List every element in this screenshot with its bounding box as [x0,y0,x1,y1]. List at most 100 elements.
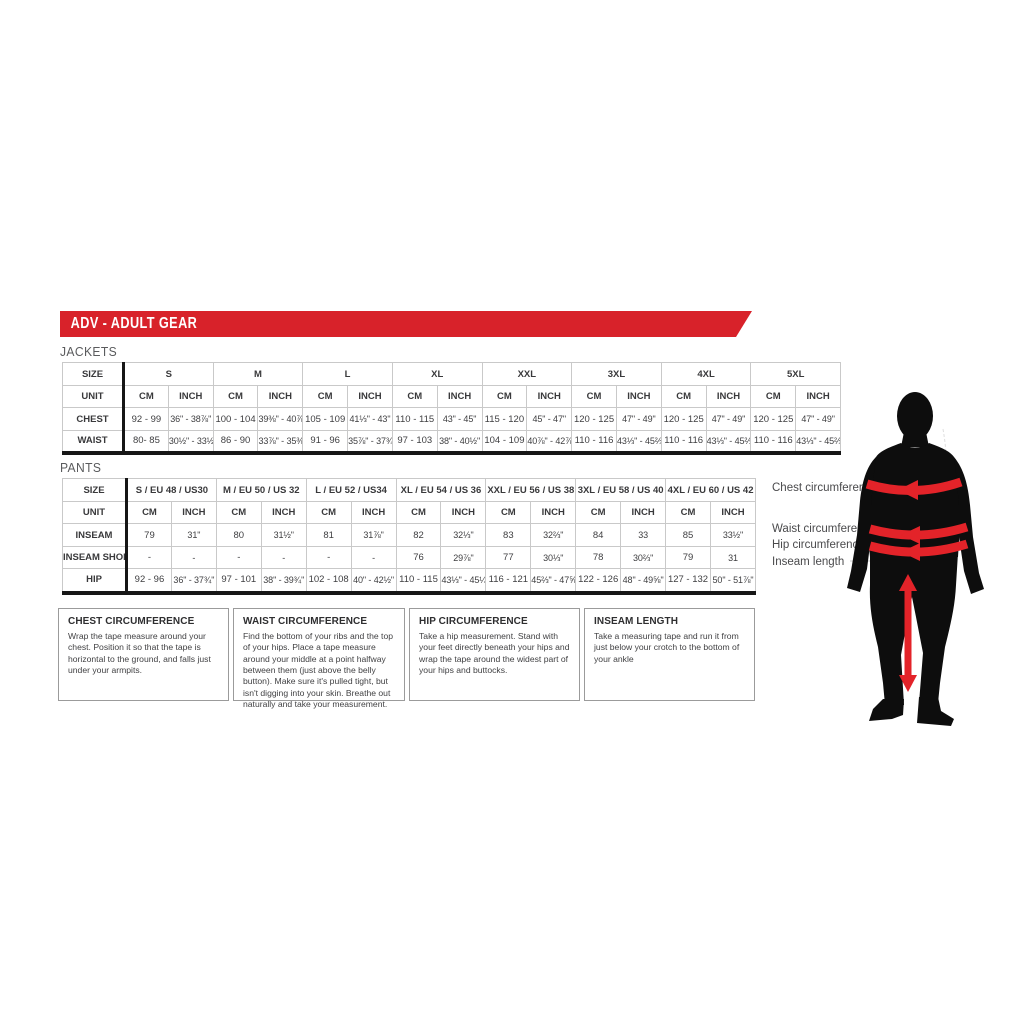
pants-cm-value: 82 [395,523,442,547]
jackets-inch-value: 47" - 49" [615,407,662,431]
hip-band-arrowhead [901,543,920,561]
jackets-inch-header: INCH [705,385,752,408]
pants-inch-value: 32⅔" [530,523,577,547]
pants-corner-size-label: SIZE [62,478,128,502]
pants-cm-header: CM [126,501,172,524]
jackets-size-header: XXL [481,362,573,386]
jackets-inch-value: 45" - 47" [526,407,573,431]
info-box-body: Take a hip measurement. Stand with your … [419,631,570,676]
pants-cm-value: 81 [305,523,352,547]
info-box-body: Find the bottom of your ribs and the top… [243,631,394,710]
jackets-inch-value: 43⅓" - 45⅔" [615,430,662,453]
measurement-figure: Chest circumference Waist circumference … [772,392,984,726]
section-banner: ADV - ADULT GEAR [60,311,752,337]
pants-size-table: SIZE S / EU 48 / US30 M / EU 50 / US 32 L /… [62,478,757,595]
pants-cm-value: 79 [126,523,172,547]
pants-row-label: INSEAM SHORT [62,546,128,569]
jackets-cm-header: CM [391,385,438,408]
inseam-arrowhead-top [899,574,917,591]
body-silhouette [847,392,984,726]
info-box-inseam-length: INSEAM LENGTH Take a measuring tape and … [584,608,755,701]
pants-inch-value: 31⅞" [350,523,397,547]
jackets-inch-value: 38" - 40½" [436,430,483,453]
jackets-size-table: SIZE S M L XL XXL 3XL 4XL 5XL UNIT CM INCH CM INCH CM I… [62,362,841,455]
jackets-inch-value: 30½" - 33½" [167,430,214,453]
info-box-title: INSEAM LENGTH [594,616,679,627]
pants-cm-header: CM [305,501,352,524]
pants-row-label: INSEAM [62,523,128,547]
pants-inch-header: INCH [440,501,487,524]
pants-cm-header: CM [575,501,622,524]
pants-unit-label: UNIT [62,501,128,524]
chest-circumference-label: Chest circumference [772,482,877,494]
jackets-inch-value: 39⅜" - 40⅞" [257,407,304,431]
pants-row-label: HIP [62,568,128,593]
pants-cm-header: CM [395,501,442,524]
jackets-cm-header: CM [571,385,617,408]
pants-cm-value: 79 [665,546,711,569]
silhouette-legs [869,553,958,705]
jackets-inch-value: 43" - 45" [436,407,483,431]
silhouette-torso [867,443,960,557]
pants-size-header: XXL / EU 56 / US 38 [485,478,577,502]
jackets-inch-header: INCH [347,385,393,408]
jackets-inch-value: 43⅓" - 45⅔" [795,430,841,453]
pants-inch-value: 36" - 37¾" [170,568,217,593]
jackets-inch-value: 40⅞" - 42⅞" [526,430,573,453]
jackets-size-header: 4XL [660,362,752,386]
jackets-cm-value: 110 - 116 [571,430,617,453]
jackets-cm-value: 120 - 125 [750,407,797,431]
jackets-cm-value: 91 - 96 [302,430,349,453]
jackets-inch-header: INCH [167,385,214,408]
jackets-size-header: M [212,362,304,386]
jackets-cm-value: 110 - 116 [660,430,707,453]
jackets-cm-value: 104 - 109 [481,430,528,453]
jackets-size-header: 3XL [571,362,662,386]
info-box-body: Wrap the tape measure around your chest.… [68,631,211,676]
pants-cm-value: 76 [395,546,442,569]
jackets-cm-header: CM [302,385,349,408]
jackets-size-header: L [302,362,393,386]
pants-size-header: M / EU 50 / US 32 [215,478,307,502]
info-box-title: WAIST CIRCUMFERENCE [243,616,368,627]
inseam-arrowhead-bottom [899,675,917,692]
info-box-title: HIP CIRCUMFERENCE [419,616,528,627]
jackets-cm-value: 110 - 115 [391,407,438,431]
pants-size-header: S / EU 48 / US30 [126,478,217,502]
jackets-cm-header: CM [123,385,169,408]
pants-inch-value: 38" - 39¾" [260,568,307,593]
jackets-inch-value: 35⅞" - 37¾" [347,430,393,453]
jackets-inch-value: 41⅓" - 43" [347,407,393,431]
pants-cm-value: 97 - 101 [215,568,262,593]
jackets-cm-header: CM [660,385,707,408]
jackets-cm-value: 86 - 90 [212,430,259,453]
jackets-cm-value: 120 - 125 [660,407,707,431]
jackets-cm-value: 115 - 120 [481,407,528,431]
jackets-inch-value: 43⅓" - 45⅔" [705,430,752,453]
pants-inch-header: INCH [530,501,577,524]
jackets-size-header: S [123,362,214,386]
inseam-length-label: Inseam length [772,556,844,568]
jackets-cm-value: 120 - 125 [571,407,617,431]
jackets-cm-value: 97 - 103 [391,430,438,453]
jackets-cm-header: CM [481,385,528,408]
pants-inch-header: INCH [709,501,757,524]
jackets-cm-header: CM [212,385,259,408]
info-box-waist-circumference: WAIST CIRCUMFERENCE Find the bottom of y… [233,608,405,709]
pants-inch-value: 50" - 51⅞" [709,568,757,593]
pants-cm-value: 78 [575,546,622,569]
pants-size-header: L / EU 52 / US34 [305,478,397,502]
pants-inch-value: - [260,546,307,569]
jackets-unit-label: UNIT [62,385,125,408]
jackets-row-label: WAIST [62,430,125,453]
pants-cm-header: CM [215,501,262,524]
pants-cm-value: 80 [215,523,262,547]
silhouette-head [897,392,933,440]
pants-inch-value: 31 [709,546,757,569]
pants-size-header: 4XL / EU 60 / US 42 [665,478,756,502]
pants-inch-value: 33½" [709,523,757,547]
pants-cm-value: 84 [575,523,622,547]
jackets-size-header: XL [391,362,483,386]
pants-inch-value: 30⅔" [620,546,667,569]
